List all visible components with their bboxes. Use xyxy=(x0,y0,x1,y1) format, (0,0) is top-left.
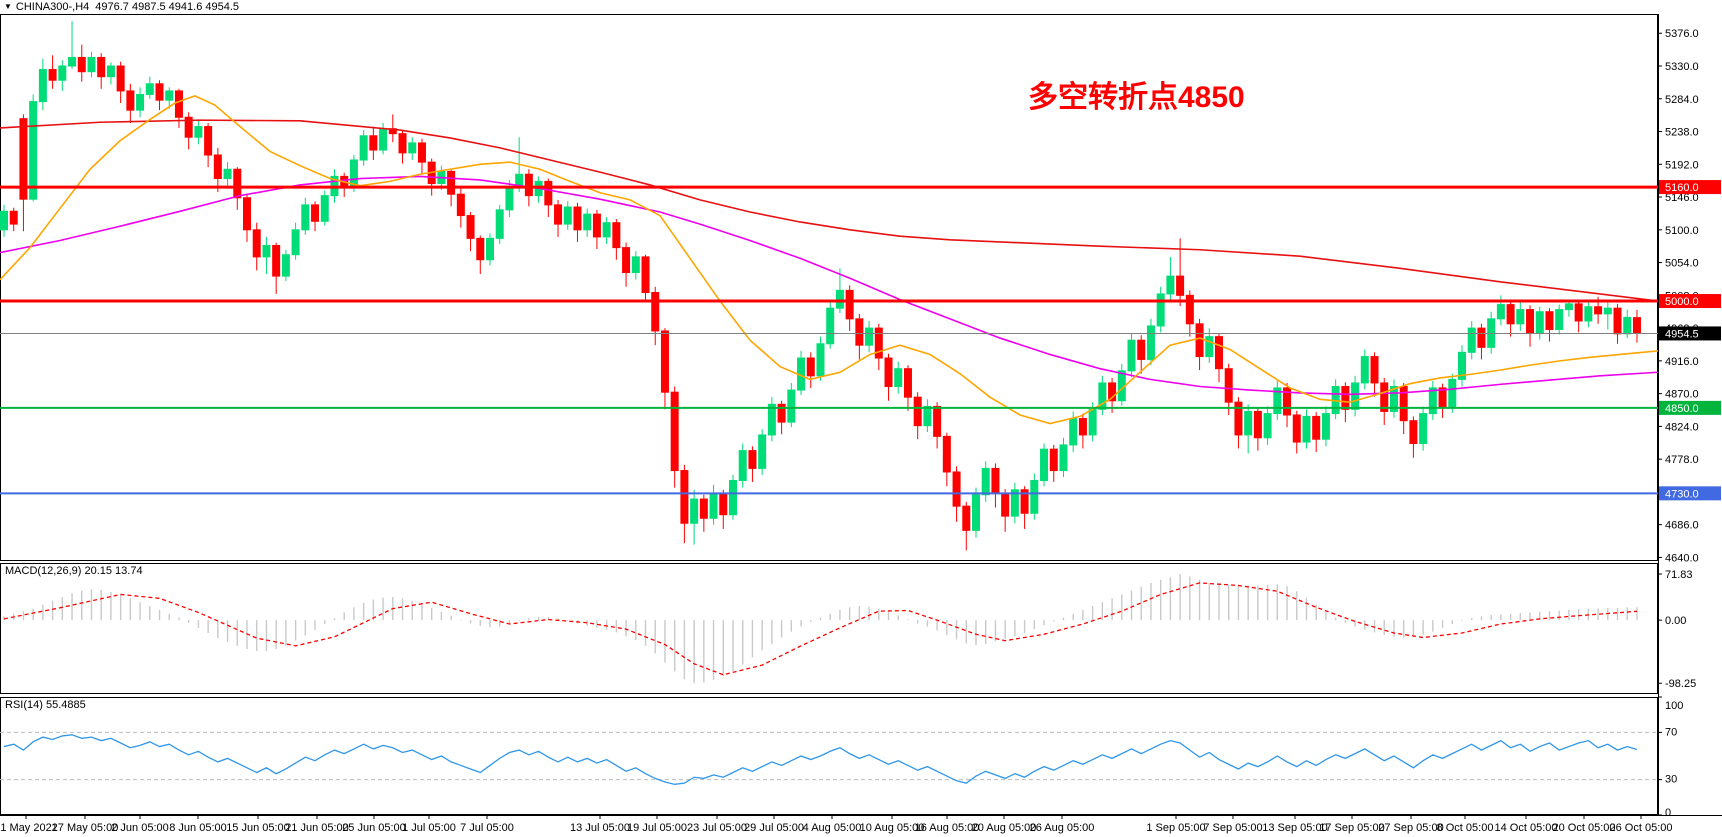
rsi-level-lines xyxy=(0,731,1658,781)
svg-text:1 Sep 05:00: 1 Sep 05:00 xyxy=(1146,822,1205,834)
svg-text:0.00: 0.00 xyxy=(1665,615,1686,627)
rsi-indicator-label: RSI(14) 55.4885 xyxy=(5,699,86,711)
svg-text:19 Jul 05:00: 19 Jul 05:00 xyxy=(627,822,687,834)
svg-text:7 Jul 05:00: 7 Jul 05:00 xyxy=(460,822,514,834)
svg-text:15 Jun 05:00: 15 Jun 05:00 xyxy=(226,822,290,834)
svg-text:27 May 05:00: 27 May 05:00 xyxy=(52,822,119,834)
ohlc-values: 4976.7 4987.5 4941.6 4954.5 xyxy=(95,1,240,13)
svg-text:4850.0: 4850.0 xyxy=(1665,403,1699,415)
svg-text:13 Sep 05:00: 13 Sep 05:00 xyxy=(1262,822,1327,834)
rsi-line xyxy=(3,734,1638,785)
svg-text:4640.0: 4640.0 xyxy=(1665,552,1699,564)
svg-text:23 Jul 05:00: 23 Jul 05:00 xyxy=(687,822,747,834)
svg-text:14 Oct 05:00: 14 Oct 05:00 xyxy=(1495,822,1558,834)
svg-text:4 Aug 05:00: 4 Aug 05:00 xyxy=(803,822,862,834)
svg-text:20 Oct 05:00: 20 Oct 05:00 xyxy=(1553,822,1616,834)
svg-text:4824.0: 4824.0 xyxy=(1665,421,1699,433)
svg-text:26 Oct 05:00: 26 Oct 05:00 xyxy=(1610,822,1673,834)
price-axis: 5376.0 5330.0 5284.0 5238.0 5192.0 5146.0 5100… xyxy=(1658,28,1699,819)
macd-signal-line xyxy=(3,582,1638,676)
chart-header: ▼ CHINA300-,H4 4976.7 4987.5 4941.6 4954.5 xyxy=(4,1,245,13)
svg-text:10 Aug 05:00: 10 Aug 05:00 xyxy=(860,822,925,834)
svg-text:25 Jun 05:00: 25 Jun 05:00 xyxy=(342,822,406,834)
svg-text:5054.0: 5054.0 xyxy=(1665,258,1699,270)
candlestick-series xyxy=(0,21,1641,551)
svg-text:5100.0: 5100.0 xyxy=(1665,225,1699,237)
svg-text:30: 30 xyxy=(1665,774,1677,786)
ma-line-mid-ma-magenta xyxy=(0,175,1659,396)
svg-text:29 Jul 05:00: 29 Jul 05:00 xyxy=(744,822,804,834)
svg-text:5330.0: 5330.0 xyxy=(1665,61,1699,73)
svg-text:4954.5: 4954.5 xyxy=(1665,328,1699,340)
svg-text:5284.0: 5284.0 xyxy=(1665,94,1699,106)
svg-text:7 Sep 05:00: 7 Sep 05:00 xyxy=(1203,822,1262,834)
svg-text:4778.0: 4778.0 xyxy=(1665,454,1699,466)
svg-text:8 Oct 05:00: 8 Oct 05:00 xyxy=(1437,822,1494,834)
svg-text:4870.0: 4870.0 xyxy=(1665,389,1699,401)
svg-text:8 Jun 05:00: 8 Jun 05:00 xyxy=(169,822,227,834)
svg-text:4730.0: 4730.0 xyxy=(1665,488,1699,500)
svg-text:4686.0: 4686.0 xyxy=(1665,520,1699,532)
symbol-dropdown-icon[interactable]: ▼ xyxy=(4,2,12,11)
svg-text:17 Sep 05:00: 17 Sep 05:00 xyxy=(1319,822,1384,834)
svg-text:21 Jun 05:00: 21 Jun 05:00 xyxy=(285,822,349,834)
symbol-period-label: CHINA300-,H4 xyxy=(15,1,90,13)
svg-text:5146.0: 5146.0 xyxy=(1665,192,1699,204)
svg-text:-98.25: -98.25 xyxy=(1665,678,1696,690)
svg-text:70: 70 xyxy=(1665,726,1677,738)
ma-line-fast-ma-orange xyxy=(0,95,1659,425)
ma-line-slow-ma-red xyxy=(0,119,1659,302)
svg-text:21 May 2021: 21 May 2021 xyxy=(0,822,58,834)
svg-text:4916.0: 4916.0 xyxy=(1665,356,1699,368)
price-badges: 5160.0 5000.0 4850.0 4730.0 4954.5 xyxy=(1659,180,1721,501)
svg-text:0: 0 xyxy=(1665,807,1671,819)
svg-text:5000.0: 5000.0 xyxy=(1665,296,1699,308)
svg-text:5238.0: 5238.0 xyxy=(1665,127,1699,139)
svg-text:100: 100 xyxy=(1665,700,1683,712)
svg-text:1 Jul 05:00: 1 Jul 05:00 xyxy=(402,822,456,834)
svg-text:5160.0: 5160.0 xyxy=(1665,182,1699,194)
svg-text:20 Aug 05:00: 20 Aug 05:00 xyxy=(972,822,1037,834)
svg-text:27 Sep 05:00: 27 Sep 05:00 xyxy=(1378,822,1443,834)
svg-text:2 Jun 05:00: 2 Jun 05:00 xyxy=(111,822,169,834)
macd-histogram xyxy=(3,574,1638,684)
svg-text:5376.0: 5376.0 xyxy=(1665,28,1699,40)
horizontal-levels xyxy=(0,185,1658,495)
macd-indicator-label: MACD(12,26,9) 20.15 13.74 xyxy=(5,565,143,577)
svg-text:26 Aug 05:00: 26 Aug 05:00 xyxy=(1030,822,1095,834)
svg-text:71.83: 71.83 xyxy=(1665,569,1693,581)
pane-borders xyxy=(0,14,1722,816)
svg-text:16 Aug 05:00: 16 Aug 05:00 xyxy=(915,822,980,834)
annotation-text: 多空转折点4850 xyxy=(1028,81,1245,114)
svg-text:13 Jul 05:00: 13 Jul 05:00 xyxy=(570,822,630,834)
svg-text:5192.0: 5192.0 xyxy=(1665,159,1699,171)
